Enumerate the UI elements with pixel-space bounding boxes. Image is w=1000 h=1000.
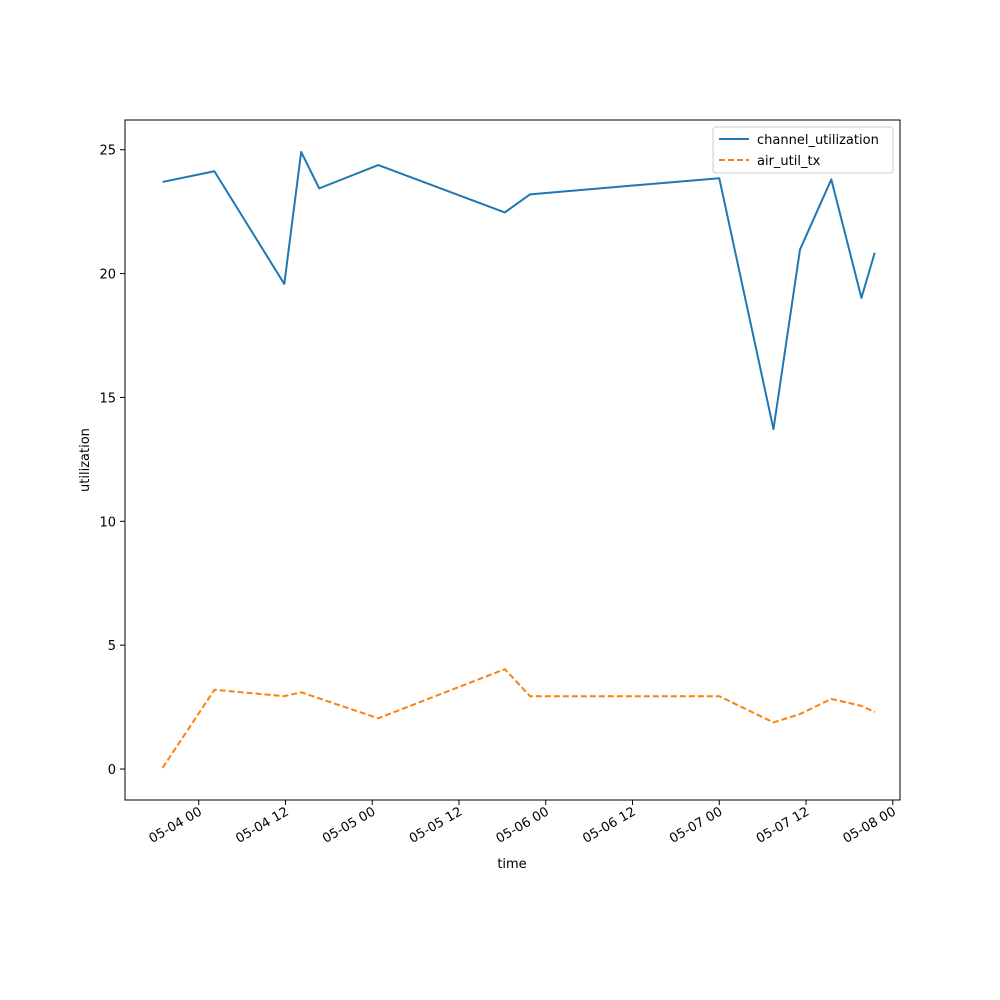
x-axis-label: time [497, 857, 526, 872]
legend-label-air-util-tx: air_util_tx [757, 154, 821, 169]
plot-frame [124, 119, 901, 801]
x-tick-label: 05-07 00 [667, 804, 725, 846]
plot-layer [161, 150, 876, 769]
x-tick-label: 05-06 12 [580, 804, 638, 846]
x-tick-label: 05-06 00 [494, 804, 552, 846]
legend-label-channel-utilization: channel_utilization [757, 133, 879, 148]
series-line-air-util-tx [161, 668, 876, 769]
y-axis-label: utilization [78, 428, 93, 492]
series-line-channel-utilization [162, 150, 876, 431]
x-tick-label: 05-05 00 [320, 804, 378, 846]
legend-box [712, 126, 894, 174]
x-tick-label: 05-04 12 [233, 804, 291, 846]
y-axis: 0 5 10 15 20 25 [99, 144, 125, 778]
legend: channel_utilization air_util_tx [712, 126, 894, 174]
x-tick-label: 05-05 12 [407, 804, 465, 846]
y-tick-label: 0 [108, 763, 116, 778]
x-tick-label: 05-04 00 [147, 804, 205, 846]
x-tick-label: 05-08 00 [841, 804, 899, 846]
x-tick-label: 05-07 12 [754, 804, 812, 846]
y-tick-label: 5 [108, 639, 116, 654]
y-tick-label: 15 [99, 391, 116, 406]
y-tick-label: 20 [99, 268, 116, 283]
y-tick-label: 25 [99, 144, 116, 159]
y-tick-label: 10 [99, 515, 116, 530]
x-axis: 05-04 00 05-04 12 05-05 00 05-05 12 05-06 00… [147, 800, 899, 847]
